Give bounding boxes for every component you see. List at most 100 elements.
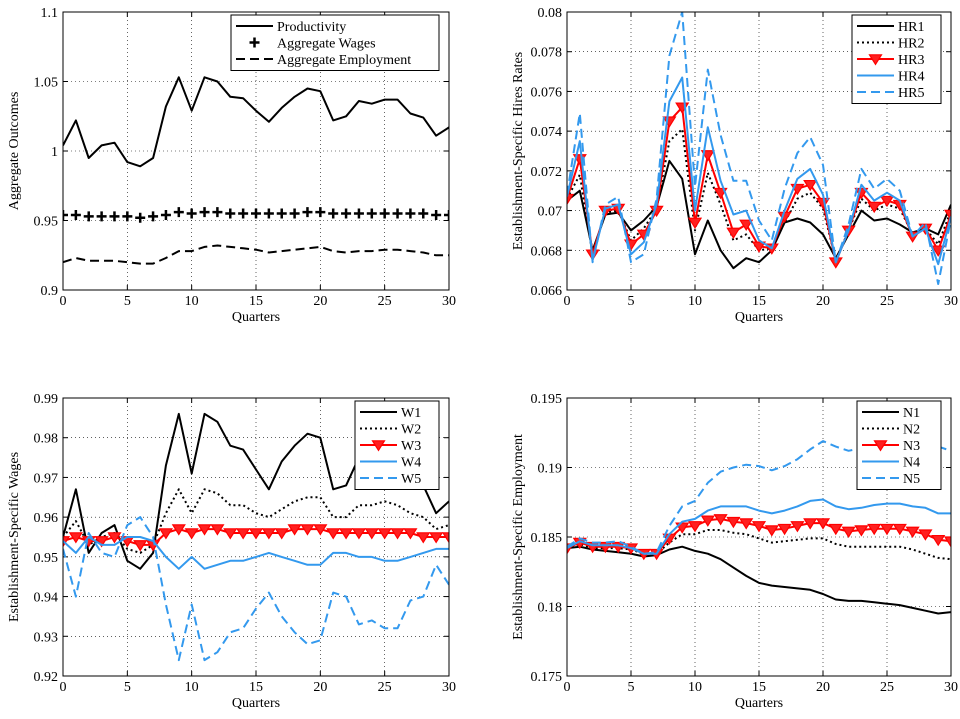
data-point-w3	[441, 532, 449, 544]
y-tick-label: 0.068	[531, 244, 563, 259]
chart-panel-1: 0 5 10 15 20 25 30 0.9 0.95 1 1.05 1.1 Quarters Aggre…	[7, 6, 456, 325]
data-point-aggregate-wages	[289, 208, 300, 219]
data-point-n3	[739, 518, 754, 530]
data-point-w3	[210, 524, 225, 536]
chart-panel-3: 0 5 10 15 20 25 30 0.92 0.93 0.94 0.95 0.96 0.97 0.98…	[7, 392, 456, 711]
x-tick-label: 25	[880, 680, 894, 695]
x-tick-label: 20	[313, 294, 327, 309]
data-point-aggregate-wages	[353, 208, 364, 219]
x-tick-label: 5	[628, 294, 635, 309]
legend-label-n2: N2	[903, 423, 920, 438]
data-point-n3	[892, 523, 907, 536]
axes-frame	[566, 397, 952, 677]
x-tick-label: 15	[752, 294, 766, 309]
legend-label-w2: W2	[401, 423, 421, 438]
data-point-hr3	[867, 201, 882, 214]
legend-label-w5: W5	[401, 472, 421, 487]
data-point-hr3	[803, 179, 818, 192]
x-tick-label: 10	[185, 294, 199, 309]
y-tick-label: 1.1	[41, 6, 59, 21]
data-point-w3	[107, 532, 122, 544]
data-point-aggregate-wages	[263, 208, 274, 219]
x-tick-label: 10	[688, 294, 702, 309]
data-point-n3	[815, 518, 831, 530]
data-point-n3	[764, 525, 779, 537]
x-axis-label: Quarters	[735, 310, 783, 325]
x-tick-label: 0	[564, 294, 571, 309]
data-point-n3	[790, 521, 805, 533]
data-point-aggregate-wages	[405, 208, 416, 219]
x-tick-label: 25	[378, 680, 392, 695]
x-tick-label: 30	[442, 294, 456, 309]
y-tick-label: 0.97	[34, 471, 59, 486]
y-axis-label: Establishment-Specific Wages	[7, 452, 22, 622]
legend-marker-n3	[873, 440, 888, 452]
data-point-aggregate-wages	[276, 208, 287, 219]
data-point-aggregate-wages	[199, 207, 210, 218]
plot-area	[63, 76, 449, 265]
legend-label-n4: N4	[903, 456, 920, 471]
x-tick-label: 30	[442, 680, 456, 695]
x-tick-label: 25	[880, 294, 894, 309]
y-tick-label: 0.074	[531, 125, 563, 140]
y-tick-label: 0.9	[41, 284, 59, 299]
axes-frame	[62, 11, 450, 291]
data-point-w3	[403, 528, 418, 540]
x-tick-label: 5	[124, 680, 131, 695]
x-tick-label: 30	[944, 680, 958, 695]
data-point-hr3	[751, 241, 767, 253]
data-point-hr3	[567, 193, 575, 206]
x-tick-label: 20	[313, 680, 327, 695]
data-point-n3	[726, 516, 741, 529]
y-tick-label: 0.195	[531, 392, 563, 407]
legend-label-hr2: HR2	[898, 37, 924, 52]
data-point-aggregate-wages	[444, 209, 449, 220]
legend-label-n3: N3	[903, 439, 920, 454]
legend-label-hr1: HR1	[898, 20, 924, 35]
data-point-hr3	[726, 227, 741, 239]
data-point-w3	[223, 528, 238, 540]
legend-label-w3: W3	[401, 439, 421, 454]
x-axis-label: Quarters	[735, 696, 783, 711]
x-tick-label: 20	[816, 680, 830, 695]
data-point-w3	[133, 540, 148, 552]
data-point-n3	[931, 534, 946, 547]
y-tick-label: 0.072	[531, 165, 563, 180]
axes-frame	[566, 11, 952, 291]
y-tick-label: 0.92	[34, 670, 59, 685]
legend-label-hr3: HR3	[898, 53, 924, 68]
data-point-w3	[158, 528, 174, 540]
data-point-n3	[943, 536, 951, 548]
data-point-aggregate-wages	[173, 207, 184, 218]
y-tick-label: 0.175	[531, 670, 563, 685]
y-axis-label: Aggregate Outcomes	[7, 92, 22, 211]
y-tick-label: 0.99	[34, 392, 59, 407]
data-point-w3	[364, 528, 379, 540]
data-point-w3	[390, 528, 405, 540]
data-point-aggregate-wages	[212, 207, 223, 218]
data-point-aggregate-wages	[109, 211, 120, 222]
chart-panel-4: 0 5 10 15 20 25 30 0.175 0.18 0.185 0.19 0.195 Quart…	[511, 392, 958, 711]
data-point-aggregate-wages	[122, 211, 133, 222]
legend-label-hr4: HR4	[898, 70, 924, 85]
data-point-w3	[197, 524, 212, 536]
legend-label-hr5: HR5	[898, 86, 924, 101]
data-point-n3	[700, 515, 715, 527]
data-point-n3	[687, 521, 703, 533]
legend-label-w1: W1	[401, 406, 421, 421]
data-point-w3	[184, 528, 199, 540]
data-point-hr3	[662, 116, 677, 128]
data-point-w3	[416, 532, 431, 544]
y-tick-label: 0.96	[34, 511, 59, 526]
y-tick-label: 0.08	[538, 6, 563, 21]
plot-area	[567, 12, 951, 285]
y-tick-label: 0.07	[538, 205, 563, 220]
data-point-n3	[879, 523, 895, 536]
data-point-aggregate-wages	[341, 208, 352, 219]
data-point-n3	[841, 526, 856, 538]
data-point-n3	[828, 523, 843, 536]
data-point-w3	[313, 524, 328, 536]
series-line-w4	[63, 536, 449, 570]
x-tick-label: 25	[378, 294, 392, 309]
